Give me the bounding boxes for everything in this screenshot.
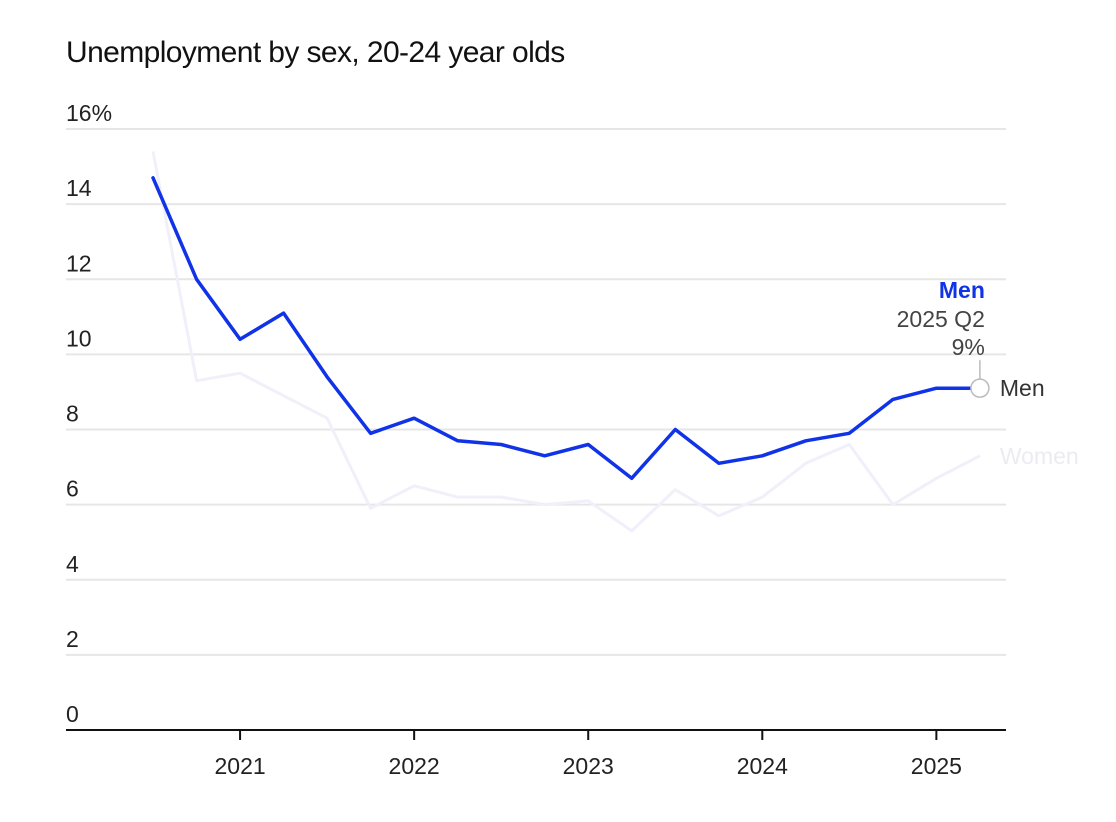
x-tick-label: 2023 [563,753,614,779]
y-tick-label: 4 [66,551,79,577]
y-tick-label: 8 [66,401,79,427]
y-tick-label: 10 [66,325,92,351]
men-annotation: Men 2025 Q2 9% [897,277,990,398]
x-tick-label: 2021 [214,753,265,779]
x-tick-label: 2025 [911,753,962,779]
annotation-value: 9% [952,334,985,360]
women-end-label: Women [1000,443,1079,469]
annotation-series-name: Men [939,277,985,303]
y-tick-label: 14 [66,175,92,201]
y-tick-label: 12 [66,250,92,276]
y-tick-label: 0 [66,701,79,727]
y-tick-label: 16% [66,100,112,126]
chart-title: Unemployment by sex, 20-24 year olds [66,36,565,69]
men-series: Men [151,176,1045,481]
women-line [151,151,981,533]
gridlines [66,128,1006,656]
y-tick-label: 2 [66,626,79,652]
women-series: Women [151,151,1079,533]
annotation-marker [970,378,990,398]
annotation-period: 2025 Q2 [897,306,985,332]
y-tick-label: 6 [66,476,79,502]
men-line [151,176,982,481]
x-tick-label: 2024 [737,753,788,779]
x-tick-label: 2022 [389,753,440,779]
men-end-label: Men [1000,375,1045,401]
axes: 0 2 4 6 8 10 12 14 16% 2021 2022 2023 2024 2025 [66,100,1006,779]
